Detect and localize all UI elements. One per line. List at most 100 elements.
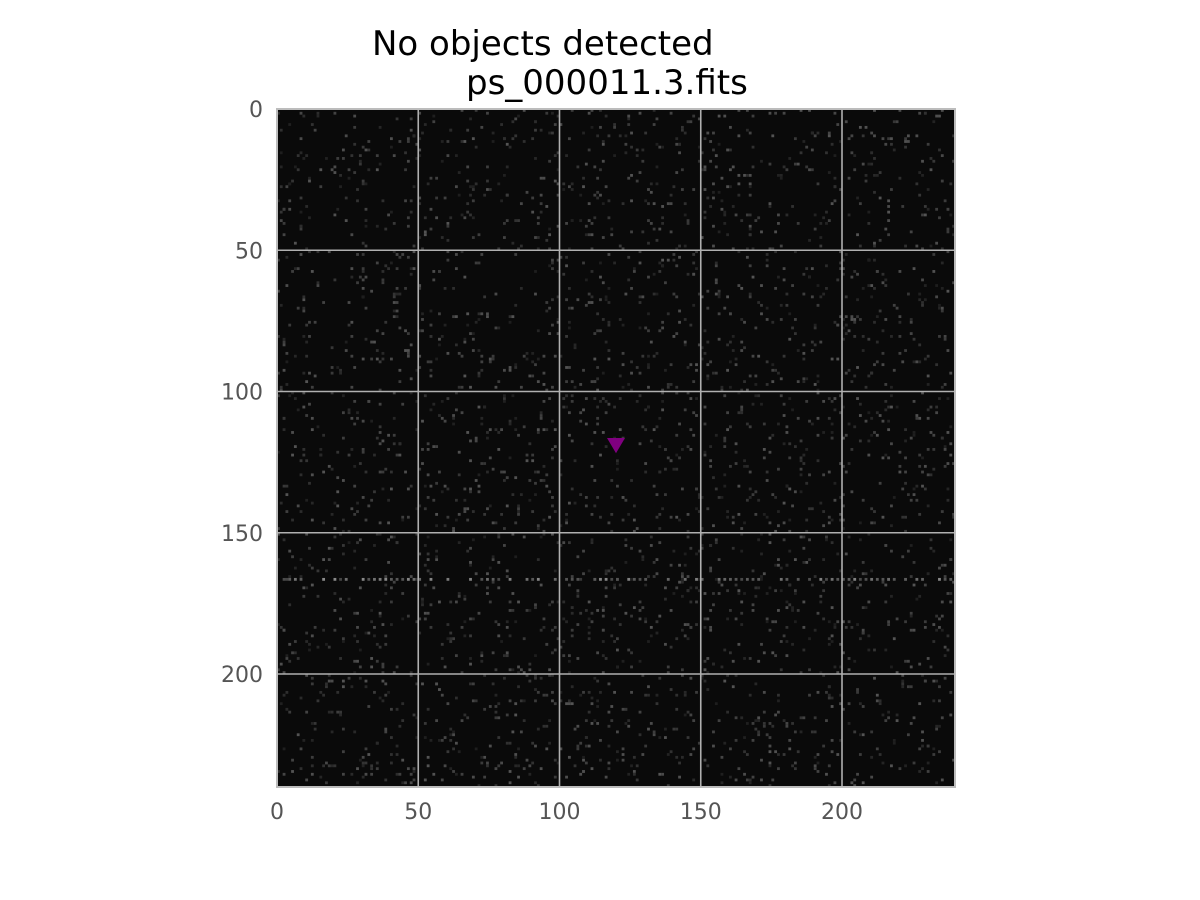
noise-pixel [890,504,893,508]
noise-pixel [313,374,317,378]
noise-pixel [316,284,320,287]
noise-pixel [508,600,512,604]
noise-pixel [904,145,907,149]
noise-pixel [378,532,382,536]
noise-pixel [279,219,283,222]
noise-pixel [398,453,402,457]
noise-pixel [717,289,721,293]
noise-pixel [435,558,439,561]
noise-pixel [624,498,628,502]
noise-pixel [350,685,354,689]
noise-pixel [720,583,724,587]
noise-pixel [536,470,540,474]
noise-pixel [305,586,309,590]
noise-pixel [423,123,427,126]
noise-pixel [488,360,492,364]
noise-pixel [305,340,309,344]
noise-pixel [870,284,874,287]
noise-pixel [440,490,444,494]
noise-pixel [762,448,766,451]
noise-pixel [279,385,283,389]
noise-pixel [551,385,554,389]
noise-pixel [277,258,280,262]
noise-pixel [881,363,885,367]
noise-pixel [387,561,390,564]
noise-pixel [632,270,636,273]
noise-pixel [282,222,286,225]
noise-pixel [901,360,905,364]
noise-pixel [469,563,472,567]
noise-pixel [401,515,405,519]
noise-pixel [398,368,402,372]
noise-pixel [435,216,439,220]
noise-pixel [847,620,851,624]
noise-pixel [418,354,422,358]
noise-pixel [675,637,679,641]
noise-pixel [714,278,718,282]
noise-pixel [534,270,537,273]
noise-pixel [599,193,602,197]
noise-pixel [858,439,862,443]
noise-pixel [310,583,314,587]
noise-pixel [940,286,944,290]
noise-pixel [590,702,594,706]
noise-pixel [830,541,834,545]
noise-pixel [567,583,571,587]
noise-pixel [361,419,365,423]
noise-pixel [675,142,679,146]
noise-pixel [949,442,953,446]
noise-pixel [353,549,357,553]
noise-pixel [531,453,535,457]
noise-pixel [542,428,546,432]
noise-pixel [712,730,715,734]
noise-pixel [466,210,470,214]
noise-pixel [822,558,826,561]
noise-pixel [791,408,794,412]
noise-pixel [850,781,854,785]
chart-title: No objects detected [372,24,714,64]
noise-pixel [810,507,814,511]
noise-pixel [412,244,416,248]
noise-pixel [491,555,495,559]
noise-pixel [604,445,608,448]
noise-pixel [627,648,631,652]
noise-pixel [604,586,608,590]
noise-pixel [599,515,602,519]
noise-pixel [765,318,769,321]
noise-pixel [808,275,811,279]
noise-pixel [607,301,611,304]
noise-pixel [446,623,450,626]
noise-pixel [582,770,585,773]
noise-pixel [601,371,605,375]
noise-pixel [299,747,303,751]
noise-pixel [392,671,396,674]
noise-pixel [895,306,899,310]
noise-pixel [873,258,876,262]
noise-pixel [830,705,834,708]
noise-pixel [522,140,526,143]
noise-pixel [825,222,828,225]
noise-pixel [288,659,292,663]
noise-pixel [488,600,492,604]
noise-pixel [777,767,780,771]
noise-pixel [587,219,591,222]
noise-pixel [556,224,560,228]
noise-pixel [604,594,608,598]
noise-pixel [452,414,455,417]
noise-pixel [460,250,464,254]
noise-pixel [285,383,289,386]
noise-pixel [551,267,554,271]
noise-pixel [353,171,357,174]
noise-pixel [503,236,506,239]
streak-pixel [847,577,851,581]
noise-pixel [703,405,707,409]
noise-pixel [692,272,696,276]
noise-pixel [356,625,359,629]
noise-pixel [717,580,721,584]
noise-pixel [505,219,509,222]
noise-pixel [799,439,803,443]
noise-pixel [565,512,568,516]
noise-pixel [754,374,758,378]
noise-pixel [712,592,715,595]
noise-pixel [415,368,419,372]
